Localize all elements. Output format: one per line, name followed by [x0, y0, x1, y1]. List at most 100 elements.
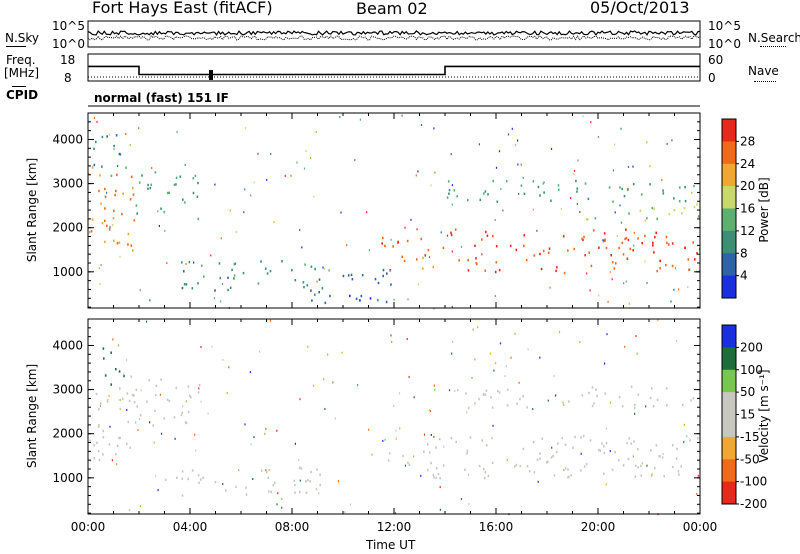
heatmap-cell	[97, 450, 100, 453]
heatmap-cell	[475, 262, 478, 265]
heatmap-cell	[644, 219, 646, 222]
heatmap-cell	[554, 394, 557, 397]
time-axis: 00:00 04:00 08:00 12:00 16:00 20:00 00:00	[71, 113, 717, 534]
heatmap-cell	[159, 393, 161, 396]
heatmap-cell	[494, 270, 497, 274]
heatmap-cell	[399, 427, 401, 430]
heatmap-cell	[197, 391, 200, 394]
time-axis-label: Time UT	[366, 538, 416, 552]
heatmap-cell	[197, 181, 199, 185]
heatmap-cell	[683, 441, 685, 444]
heatmap-cell	[368, 428, 370, 431]
heatmap-cell	[119, 436, 121, 439]
heatmap-cell	[697, 437, 699, 440]
heatmap-cell	[423, 450, 425, 453]
heatmap-cell	[359, 299, 361, 302]
heatmap-cell	[164, 229, 166, 232]
heatmap-cell	[558, 331, 561, 334]
y-tick-label: 3000	[52, 177, 83, 191]
heatmap-cell	[633, 440, 635, 443]
heatmap-cell	[593, 402, 595, 405]
heatmap-cell	[257, 282, 260, 285]
heatmap-cell	[454, 228, 457, 231]
heatmap-cell	[310, 470, 312, 474]
heatmap-cell	[176, 131, 178, 134]
heatmap-cell	[661, 178, 663, 181]
colorbar-swatch	[722, 253, 736, 276]
heatmap-cell	[423, 433, 426, 436]
heatmap-cell	[519, 464, 522, 468]
heatmap-cell	[427, 249, 430, 252]
heatmap-cell	[368, 249, 370, 252]
heatmap-cell	[539, 452, 541, 455]
heatmap-cell	[139, 413, 142, 417]
heatmap-cell	[443, 445, 445, 448]
heatmap-cell	[570, 197, 572, 199]
heatmap-cell	[632, 249, 634, 252]
heatmap-cell	[576, 187, 579, 190]
heatmap-cell	[111, 459, 113, 462]
heatmap-cell	[422, 267, 424, 270]
heatmap-cell	[102, 436, 105, 439]
y-tick-label: 2000	[52, 221, 83, 235]
heatmap-cell	[404, 226, 406, 229]
heatmap-cell	[678, 288, 680, 291]
y-tick-label: 4000	[52, 338, 83, 352]
heatmap-cell	[478, 464, 481, 468]
heatmap-cell	[572, 446, 574, 449]
heatmap-cell	[675, 457, 678, 460]
heatmap-cell	[504, 375, 506, 378]
heatmap-cell	[153, 441, 155, 444]
noise-search-series	[87, 35, 701, 41]
power-axes: 1000 2000 3000 4000	[52, 121, 700, 308]
heatmap-cell	[90, 230, 93, 233]
heatmap-cell	[532, 208, 534, 211]
heatmap-cell	[673, 197, 675, 200]
heatmap-cell	[697, 474, 699, 477]
heatmap-cell	[166, 398, 169, 401]
heatmap-cell	[583, 235, 585, 239]
velocity-heatmap	[89, 319, 699, 516]
heatmap-cell	[625, 228, 627, 231]
heatmap-cell	[567, 468, 569, 471]
heatmap-cell	[294, 279, 297, 282]
heatmap-cell	[451, 305, 453, 308]
heatmap-cell	[293, 479, 295, 483]
heatmap-cell	[273, 221, 275, 224]
heatmap-cell	[590, 121, 592, 124]
heatmap-cell	[523, 244, 525, 248]
heatmap-cell	[466, 449, 469, 453]
heatmap-cell	[118, 241, 121, 244]
heatmap-cell	[200, 346, 202, 348]
heatmap-cell	[609, 450, 611, 453]
heatmap-cell	[213, 297, 215, 300]
heatmap-cell	[537, 185, 540, 189]
heatmap-cell	[685, 435, 688, 438]
heatmap-cell	[633, 406, 636, 410]
heatmap-cell	[450, 233, 453, 237]
heatmap-cell	[677, 470, 680, 473]
heatmap-cell	[121, 212, 123, 216]
heatmap-cell	[602, 239, 604, 242]
heatmap-cell	[618, 246, 620, 250]
heatmap-cell	[485, 230, 487, 234]
heatmap-cell	[173, 416, 176, 419]
heatmap-cell	[491, 436, 493, 440]
heatmap-cell	[494, 295, 496, 297]
heatmap-cell	[93, 116, 96, 119]
heatmap-cell	[662, 189, 664, 192]
heatmap-cell	[563, 271, 566, 275]
heatmap-cell	[467, 198, 469, 202]
heatmap-cell	[149, 186, 152, 190]
heatmap-cell	[139, 418, 141, 420]
heatmap-cell	[584, 182, 587, 185]
freq-tick-18: 18	[60, 53, 76, 67]
heatmap-cell	[110, 351, 112, 354]
heatmap-cell	[389, 269, 391, 272]
heatmap-cell	[605, 246, 608, 250]
heatmap-cell	[116, 444, 119, 447]
heatmap-cell	[117, 344, 119, 347]
heatmap-cell	[483, 192, 485, 195]
heatmap-cell	[270, 490, 272, 494]
heatmap-cell	[187, 410, 190, 414]
